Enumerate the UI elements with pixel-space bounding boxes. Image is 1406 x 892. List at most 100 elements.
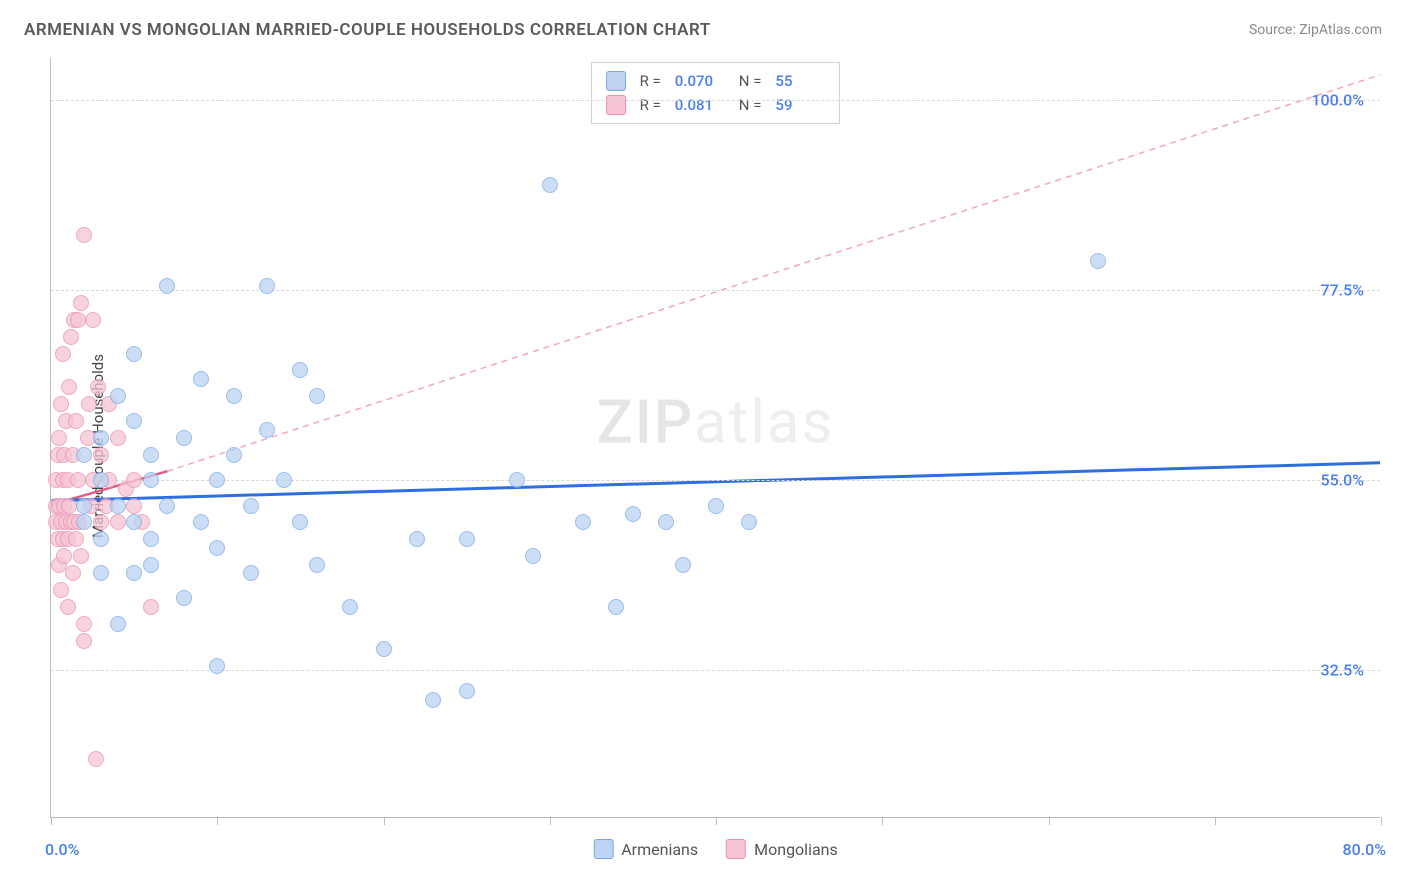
armenians-point bbox=[143, 531, 159, 547]
armenians-point bbox=[126, 514, 142, 530]
armenians-point bbox=[143, 472, 159, 488]
armenians-point bbox=[176, 430, 192, 446]
n-value-armenians: 55 bbox=[775, 72, 825, 90]
armenians-point bbox=[376, 641, 392, 657]
mongolians-point bbox=[93, 447, 109, 463]
mongolians-point bbox=[53, 396, 69, 412]
mongolians-point bbox=[55, 346, 71, 362]
armenians-point bbox=[159, 498, 175, 514]
armenians-point bbox=[226, 388, 242, 404]
legend-correlation: R = 0.070 N = 55 R = 0.081 N = 59 bbox=[591, 62, 841, 124]
mongolians-point bbox=[56, 548, 72, 564]
armenians-point bbox=[176, 590, 192, 606]
gridline bbox=[51, 100, 1380, 101]
mongolians-point bbox=[126, 472, 142, 488]
armenians-point bbox=[209, 472, 225, 488]
armenians-point bbox=[309, 557, 325, 573]
chart-title: ARMENIAN VS MONGOLIAN MARRIED-COUPLE HOU… bbox=[24, 20, 711, 40]
series-label-mongolians: Mongolians bbox=[754, 840, 838, 859]
legend-series: Armenians Mongolians bbox=[593, 839, 838, 859]
legend-item-mongolians: Mongolians bbox=[726, 839, 838, 859]
armenians-point bbox=[525, 548, 541, 564]
legend-row-mongolians: R = 0.081 N = 59 bbox=[606, 93, 826, 117]
trend-line bbox=[167, 75, 1380, 471]
swatch-mongolians bbox=[606, 95, 626, 115]
watermark: ZIPatlas bbox=[597, 387, 835, 458]
mongolians-point bbox=[76, 633, 92, 649]
armenians-point bbox=[309, 388, 325, 404]
legend-item-armenians: Armenians bbox=[593, 839, 698, 859]
armenians-point bbox=[243, 565, 259, 581]
y-tick-label: 77.5% bbox=[1320, 281, 1364, 300]
x-tick bbox=[51, 817, 52, 825]
mongolians-point bbox=[53, 582, 69, 598]
armenians-point bbox=[292, 514, 308, 530]
n-label: N = bbox=[739, 96, 762, 114]
y-tick-label: 100.0% bbox=[1311, 91, 1364, 110]
armenians-point bbox=[110, 388, 126, 404]
x-tick bbox=[550, 817, 551, 825]
mongolians-point bbox=[110, 430, 126, 446]
y-tick-label: 32.5% bbox=[1320, 661, 1364, 680]
armenians-point bbox=[76, 447, 92, 463]
armenians-point bbox=[658, 514, 674, 530]
armenians-point bbox=[425, 692, 441, 708]
plot-area: ZIPatlas R = 0.070 N = 55 R = 0.081 N = … bbox=[50, 58, 1380, 818]
mongolians-point bbox=[76, 616, 92, 632]
legend-row-armenians: R = 0.070 N = 55 bbox=[606, 69, 826, 93]
mongolians-point bbox=[61, 379, 77, 395]
armenians-point bbox=[292, 362, 308, 378]
mongolians-point bbox=[73, 548, 89, 564]
armenians-point bbox=[93, 531, 109, 547]
armenians-point bbox=[143, 447, 159, 463]
swatch-armenians bbox=[606, 71, 626, 91]
armenians-point bbox=[226, 447, 242, 463]
series-label-armenians: Armenians bbox=[621, 840, 698, 859]
armenians-point bbox=[110, 498, 126, 514]
armenians-point bbox=[409, 531, 425, 547]
armenians-point bbox=[193, 371, 209, 387]
n-value-mongolians: 59 bbox=[775, 96, 825, 114]
swatch-mongolians bbox=[726, 839, 746, 859]
x-tick-label: 80.0% bbox=[1342, 840, 1386, 859]
armenians-point bbox=[93, 565, 109, 581]
mongolians-point bbox=[60, 599, 76, 615]
armenians-point bbox=[76, 514, 92, 530]
mongolians-point bbox=[51, 430, 67, 446]
source-label: Source: bbox=[1249, 22, 1299, 38]
x-tick bbox=[384, 817, 385, 825]
mongolians-point bbox=[63, 329, 79, 345]
trend-lines-svg bbox=[51, 58, 1380, 817]
armenians-point bbox=[342, 599, 358, 615]
trend-line bbox=[51, 463, 1380, 501]
armenians-point bbox=[159, 278, 175, 294]
armenians-point bbox=[276, 472, 292, 488]
mongolians-point bbox=[68, 531, 84, 547]
armenians-point bbox=[259, 422, 275, 438]
armenians-point bbox=[459, 531, 475, 547]
armenians-point bbox=[143, 557, 159, 573]
r-label: R = bbox=[640, 72, 661, 90]
mongolians-point bbox=[81, 396, 97, 412]
source-link[interactable]: ZipAtlas.com bbox=[1299, 22, 1382, 38]
r-value-mongolians: 0.081 bbox=[675, 96, 725, 114]
x-tick bbox=[1049, 817, 1050, 825]
armenians-point bbox=[76, 498, 92, 514]
mongolians-point bbox=[68, 413, 84, 429]
armenians-point bbox=[259, 278, 275, 294]
gridline bbox=[51, 290, 1380, 291]
mongolians-point bbox=[70, 312, 86, 328]
armenians-point bbox=[126, 413, 142, 429]
x-tick bbox=[882, 817, 883, 825]
x-tick bbox=[217, 817, 218, 825]
watermark-atlas: atlas bbox=[694, 387, 834, 458]
armenians-point bbox=[110, 616, 126, 632]
armenians-point bbox=[509, 472, 525, 488]
mongolians-point bbox=[61, 498, 77, 514]
source-attribution: Source: ZipAtlas.com bbox=[1249, 22, 1382, 38]
mongolians-point bbox=[143, 599, 159, 615]
armenians-point bbox=[708, 498, 724, 514]
watermark-zip: ZIP bbox=[597, 387, 694, 458]
y-tick-label: 55.0% bbox=[1320, 471, 1364, 490]
armenians-point bbox=[1090, 253, 1106, 269]
